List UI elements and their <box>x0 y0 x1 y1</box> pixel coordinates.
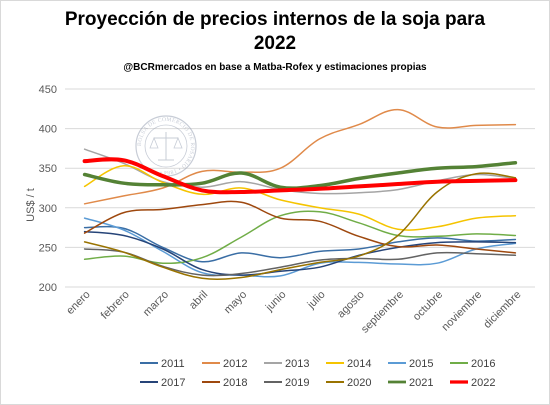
x-tick-label: julio <box>305 289 328 312</box>
series-lines <box>82 108 518 281</box>
y-tick-label: 200 <box>39 282 57 294</box>
x-tick-label: noviembre <box>440 289 485 334</box>
x-tick-label: mayo <box>222 289 250 317</box>
chart-title: Proyección de precios internos de la soj… <box>0 8 550 56</box>
x-tick-label: diciembre <box>481 289 523 331</box>
legend-label-2012: 2012 <box>223 358 247 370</box>
y-axis-label: US$ / t <box>25 188 37 222</box>
legend-label-2011: 2011 <box>161 358 185 370</box>
chart-title-line2: 2022 <box>253 33 297 54</box>
series-line-2011 <box>83 225 517 263</box>
legend-label-2016: 2016 <box>471 358 495 370</box>
chart-subtitle: @BCRmercados en base a Matba-Rofex y est… <box>123 62 427 73</box>
series-line-2012 <box>83 108 517 205</box>
y-tick-label: 450 <box>39 84 57 96</box>
x-tick-label: junio <box>263 289 289 315</box>
x-tick-label: abril <box>187 289 210 312</box>
x-tick-label: septiembre <box>359 289 406 336</box>
y-axis-ticks: 200 250 300 350 400 450 <box>39 84 57 294</box>
chart-title-line1: Proyección de precios internos de la soj… <box>64 9 486 30</box>
y-tick-label: 350 <box>39 163 57 175</box>
x-tick-label: octubre <box>411 289 445 323</box>
series-line-2022 <box>82 157 518 195</box>
series-line-2016 <box>83 210 517 264</box>
legend-label-2017: 2017 <box>161 377 185 389</box>
legend-label-2013: 2013 <box>285 358 309 370</box>
series-line-2017 <box>83 230 517 276</box>
x-axis-ticks: enero febrero marzo abril mayo junio julio agos… <box>64 289 523 336</box>
series-line-2020 <box>83 172 517 281</box>
x-tick-label: marzo <box>141 289 171 319</box>
legend-label-2022: 2022 <box>471 377 495 389</box>
legend-label-2015: 2015 <box>409 358 433 370</box>
legend-label-2018: 2018 <box>223 377 247 389</box>
y-tick-label: 300 <box>39 203 57 215</box>
y-tick-label: 400 <box>39 124 57 136</box>
legend-label-2021: 2021 <box>409 377 433 389</box>
legend-label-2014: 2014 <box>347 358 371 370</box>
series-line-2018 <box>83 200 517 254</box>
legend: 2011 2012 2013 2014 2015 2016 2017 2018 2019 2020… <box>140 358 495 389</box>
legend-label-2020: 2020 <box>347 377 371 389</box>
x-tick-label: agosto <box>335 289 367 321</box>
legend-label-2019: 2019 <box>285 377 309 389</box>
series-line-2014 <box>83 165 517 231</box>
x-tick-label: febrero <box>99 289 132 322</box>
y-tick-label: 250 <box>39 242 57 254</box>
x-tick-label: enero <box>64 289 92 317</box>
